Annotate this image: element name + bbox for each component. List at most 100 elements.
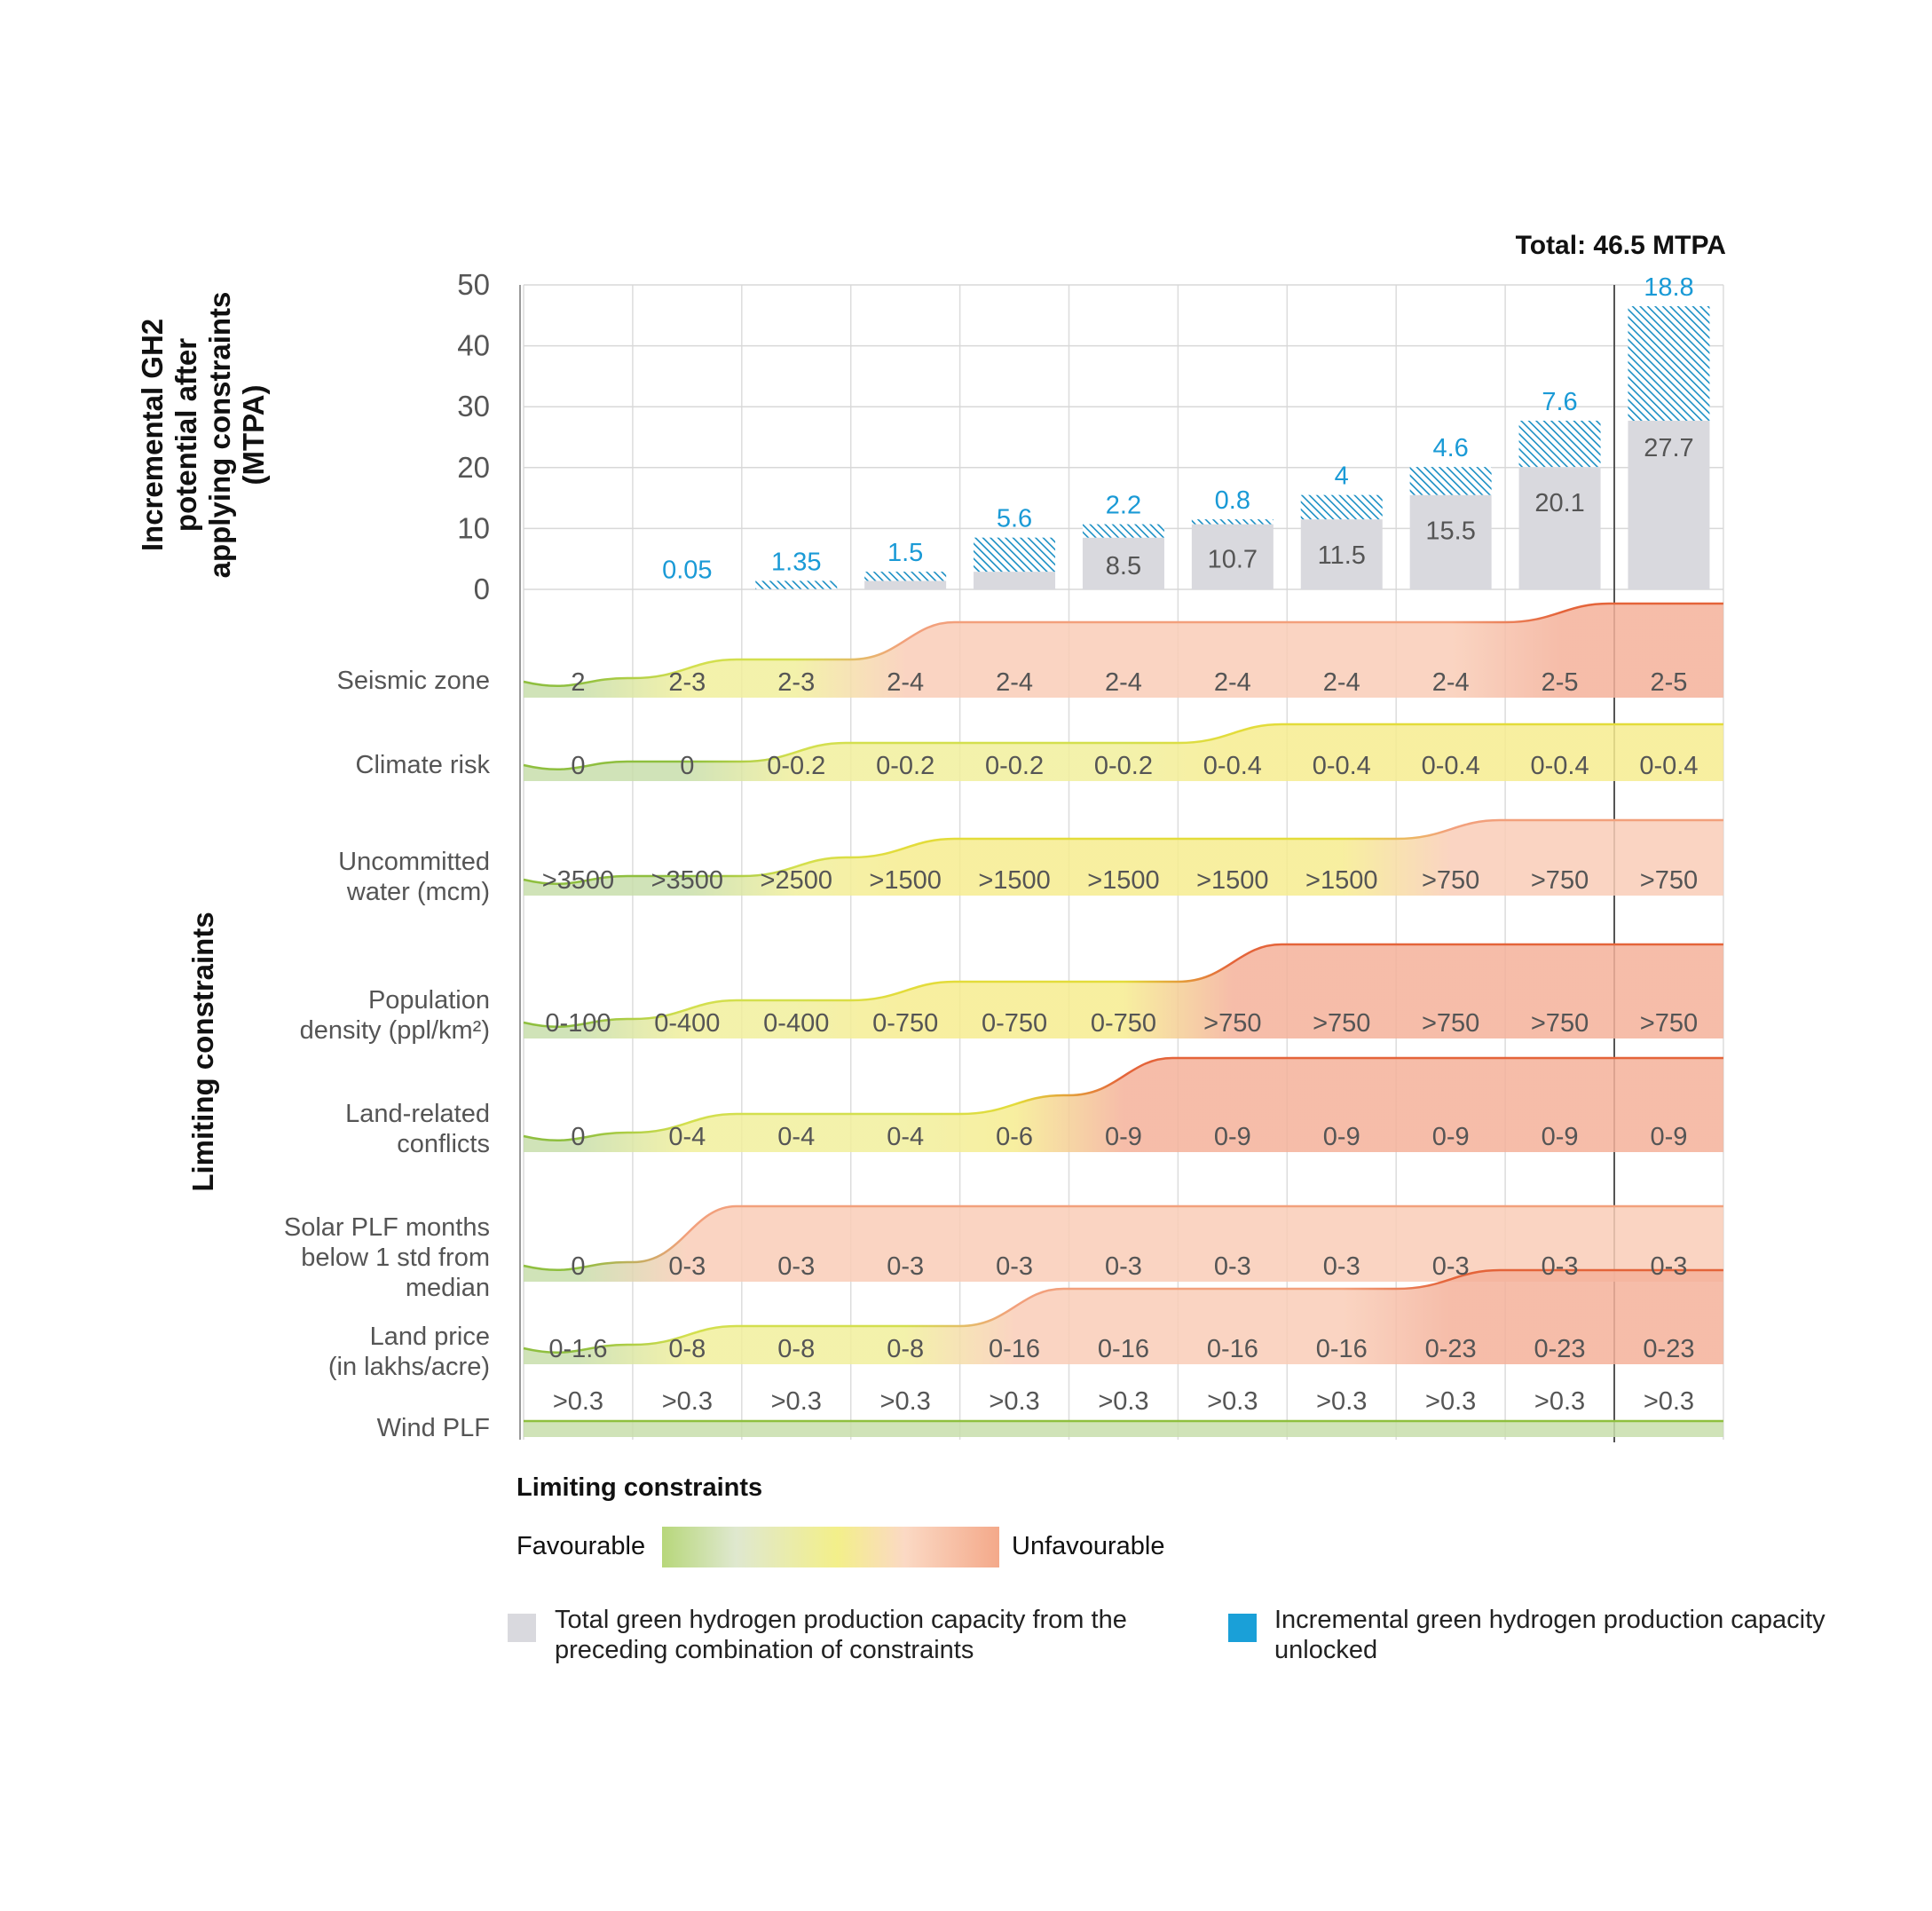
constraint-value: 0-9 bbox=[1432, 1123, 1470, 1151]
bar-total bbox=[974, 572, 1056, 589]
constraint-row-label: Climate risk bbox=[356, 751, 491, 779]
constraint-row-label: Uncommitted bbox=[338, 848, 490, 876]
bar-total bbox=[864, 580, 947, 589]
bar-incremental-label: 18.8 bbox=[1644, 273, 1693, 302]
favourability-gradient-bar bbox=[662, 1527, 999, 1567]
constraint-value: 0-0.4 bbox=[1203, 752, 1262, 780]
bar-total-label: 20.1 bbox=[1534, 489, 1584, 517]
constraint-band bbox=[524, 604, 1723, 698]
bar-incremental-label: 5.6 bbox=[997, 505, 1032, 533]
constraint-row-label: conflicts bbox=[397, 1130, 490, 1158]
bar-incremental bbox=[1191, 519, 1274, 525]
constraint-value: 0-3 bbox=[777, 1252, 815, 1281]
constraint-value: 2-4 bbox=[1323, 668, 1360, 697]
constraint-value: 0-400 bbox=[654, 1009, 720, 1038]
constraint-band-edge bbox=[523, 723, 1723, 771]
constraints-section-title: Limiting constraints bbox=[186, 912, 219, 1191]
constraint-row-label: Land-related bbox=[345, 1100, 490, 1128]
constraint-value: >0.3 bbox=[771, 1387, 822, 1416]
constraint-value: >0.3 bbox=[1644, 1387, 1694, 1416]
constraint-row-label: Solar PLF months bbox=[284, 1213, 490, 1242]
constraint-value: 2-4 bbox=[1432, 668, 1470, 697]
bar-incremental-label: 0.05 bbox=[662, 557, 712, 585]
y-tick-label: 50 bbox=[457, 268, 490, 301]
constraint-value: >1500 bbox=[1196, 866, 1268, 895]
legend-swatch-total bbox=[508, 1614, 536, 1642]
constraint-value: 0-3 bbox=[1323, 1252, 1360, 1281]
bar-incremental-label: 2.2 bbox=[1106, 492, 1141, 520]
constraint-value: >1500 bbox=[1087, 866, 1159, 895]
bar-incremental-label: 0.8 bbox=[1215, 486, 1250, 515]
constraint-band-edge bbox=[523, 602, 1723, 688]
constraint-value: 2-5 bbox=[1650, 668, 1687, 697]
bar-total bbox=[1191, 524, 1274, 589]
constraint-value: >750 bbox=[1640, 1009, 1698, 1038]
constraint-value: 0-16 bbox=[1098, 1335, 1149, 1363]
bar-total bbox=[1518, 467, 1601, 589]
chart-title: Total: 46.5 MTPA bbox=[1516, 231, 1726, 260]
bar-incremental bbox=[1518, 420, 1601, 468]
constraint-band bbox=[524, 1421, 1723, 1437]
constraint-value: 0-100 bbox=[545, 1009, 611, 1038]
constraint-row-label: Population bbox=[368, 986, 490, 1015]
constraint-row-label: (in lakhs/acre) bbox=[328, 1353, 490, 1381]
constraint-value: 0-0.4 bbox=[1422, 752, 1480, 780]
constraint-value: >750 bbox=[1531, 866, 1589, 895]
constraint-value: 0-6 bbox=[996, 1123, 1033, 1151]
y-axis-title: Incremental GH2potential afterapplying c… bbox=[136, 292, 270, 579]
constraint-value: 0-23 bbox=[1534, 1335, 1586, 1363]
constraint-value: >750 bbox=[1203, 1009, 1261, 1038]
constraint-value: 0-3 bbox=[668, 1252, 706, 1281]
constraint-value: 0-4 bbox=[777, 1123, 815, 1151]
constraint-value: >750 bbox=[1422, 1009, 1479, 1038]
constraint-value: 0-750 bbox=[872, 1009, 938, 1038]
bar-incremental-label: 4 bbox=[1335, 462, 1349, 491]
constraint-value: 2-4 bbox=[996, 668, 1033, 697]
constraint-value: 0-4 bbox=[668, 1123, 706, 1151]
constraint-value: 0 bbox=[680, 752, 694, 780]
bar-incremental-label: 1.35 bbox=[771, 548, 821, 576]
constraint-value: 0 bbox=[571, 1123, 585, 1151]
constraint-row-label: Land price bbox=[370, 1323, 490, 1351]
bar-total-label: 10.7 bbox=[1208, 545, 1258, 573]
constraint-band-edge bbox=[523, 1204, 1723, 1272]
bar-total-label: 15.5 bbox=[1425, 517, 1475, 546]
constraint-value: 0-16 bbox=[989, 1335, 1040, 1363]
constraint-value: >0.3 bbox=[1316, 1387, 1367, 1416]
bar-incremental bbox=[974, 537, 1056, 573]
constraint-value: >0.3 bbox=[1534, 1387, 1585, 1416]
constraint-value: 2-3 bbox=[777, 668, 815, 697]
constraint-band-edge bbox=[523, 1268, 1723, 1354]
constraint-value: 0-0.4 bbox=[1639, 752, 1698, 780]
bar-total-label: 11.5 bbox=[1318, 541, 1366, 570]
bar-incremental-label: 4.6 bbox=[1432, 434, 1468, 462]
legend-title: Limiting constraints bbox=[517, 1473, 763, 1502]
constraint-row-label: below 1 std from bbox=[301, 1244, 490, 1272]
bar-total bbox=[1082, 537, 1164, 589]
constraint-value: 0-16 bbox=[1316, 1335, 1368, 1363]
bar-total bbox=[1300, 519, 1383, 589]
constraint-value: 0-0.2 bbox=[876, 752, 934, 780]
constraint-band-edge bbox=[523, 943, 1723, 1029]
constraint-row-label: median bbox=[406, 1274, 490, 1302]
constraint-value: >0.3 bbox=[1098, 1387, 1148, 1416]
bar-incremental-label: 1.5 bbox=[887, 539, 923, 567]
constraint-band bbox=[524, 1206, 1723, 1282]
constraint-value: 0-3 bbox=[1650, 1252, 1687, 1281]
constraint-value: 2-4 bbox=[1214, 668, 1251, 697]
constraint-value: 0-23 bbox=[1425, 1335, 1477, 1363]
constraint-value: 0-9 bbox=[1323, 1123, 1360, 1151]
constraint-value: >3500 bbox=[651, 866, 723, 895]
constraint-row-label: water (mcm) bbox=[346, 878, 490, 906]
constraint-value: 0-3 bbox=[1214, 1252, 1251, 1281]
constraint-row-label: Seismic zone bbox=[337, 667, 490, 695]
bar-total bbox=[1628, 420, 1710, 589]
constraint-value: 0-9 bbox=[1650, 1123, 1687, 1151]
y-tick-label: 0 bbox=[474, 573, 490, 605]
constraint-band bbox=[524, 820, 1723, 896]
constraint-value: 0-3 bbox=[996, 1252, 1033, 1281]
constraint-value: 0-3 bbox=[1542, 1252, 1579, 1281]
bar-incremental bbox=[1082, 524, 1164, 538]
constraint-value: >0.3 bbox=[1207, 1387, 1258, 1416]
